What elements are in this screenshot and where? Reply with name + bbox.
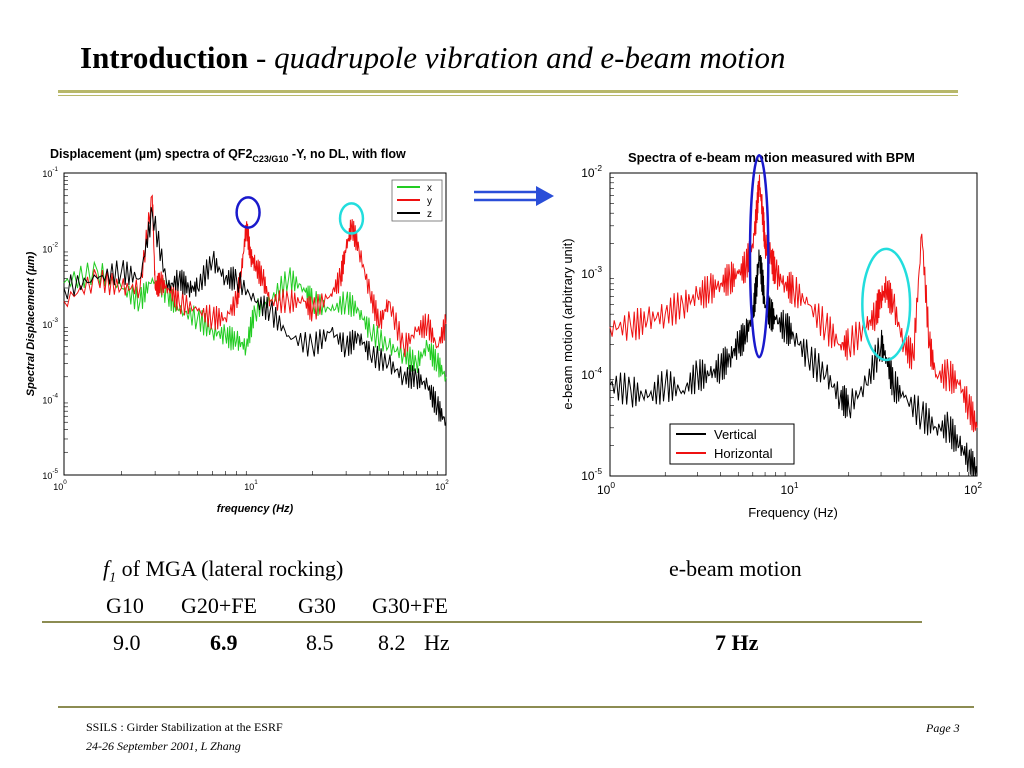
y-tick-label: 10-1 (42, 166, 58, 179)
x-axis-label: frequency (Hz) (217, 503, 294, 515)
series-line-vertical (609, 249, 978, 477)
chart-title: Spectra of e-beam motion measured with B… (628, 150, 915, 165)
annotations (235, 196, 365, 235)
title-rule-top (58, 90, 958, 93)
title-bold: Introduction (80, 40, 249, 75)
y-tick-label: 10-3 (42, 317, 58, 330)
legend-z-label: z (427, 209, 432, 220)
title-separator: - (248, 40, 275, 75)
peak-highlight-ellipse (861, 247, 912, 362)
freq-g10: 9.0 (113, 630, 141, 655)
series-line-horizontal (609, 174, 978, 433)
x-tick-label: 101 (780, 480, 798, 497)
legend-x-label: x (427, 183, 432, 194)
displacement-spectra-chart: Displacement (µm) spectra of QF2C23/G10 … (25, 147, 449, 515)
series-group (609, 174, 978, 477)
y-tick-labels: 10-5 10-4 10-3 10-2 (581, 163, 602, 483)
girder-g20fe: G20+FE (181, 593, 257, 618)
peak-highlight-ellipse (748, 153, 770, 359)
y-tick-label: 10-4 (42, 393, 58, 406)
girder-g30: G30 (298, 593, 336, 618)
footer-date-author: 24-26 September 2001, L Zhang (86, 739, 241, 753)
slide-title: Introduction - quadrupole vibration and … (80, 40, 786, 76)
legend-box (669, 423, 795, 465)
y-tick-label: 10-5 (42, 468, 58, 481)
legend-horizontal-label: Horizontal (714, 446, 773, 461)
series-group (63, 194, 447, 426)
double-arrow-right-icon (474, 186, 554, 206)
y-tick-label: 10-2 (581, 163, 602, 180)
series-line-y (63, 194, 447, 358)
ebeam-frequency: 7 Hz (715, 630, 759, 655)
table-rule (42, 621, 922, 623)
x-tick-label: 102 (435, 479, 449, 492)
footer-rule (58, 706, 974, 708)
legend-vertical-label: Vertical (714, 427, 757, 442)
legend: x y z (391, 179, 443, 222)
y-tick-label: 10-3 (581, 264, 602, 281)
chart-title-prefix: Displacement (µm) spectra of QF2 (50, 147, 252, 161)
x-tick-labels: 100 101 102 (53, 479, 449, 492)
girder-g10: G10 (106, 593, 144, 618)
f1-heading: f1 of MGA (lateral rocking) (103, 556, 343, 586)
freq-g30: 8.5 (306, 630, 334, 655)
y-tick-labels: 10-5 10-4 10-3 10-2 10-1 (42, 166, 58, 481)
freq-unit: Hz (424, 630, 450, 655)
grid-lines (610, 177, 969, 476)
annotations (748, 153, 912, 362)
title-rule-bottom (58, 95, 958, 96)
series-line-z (63, 206, 447, 426)
svg-text:Displacement (µm) spectra of: Displacement (µm) spectra of QF2C23/G10 … (50, 147, 406, 164)
chart-title-suffix: -Y, no DL, with flow (288, 147, 406, 161)
chart-title-subscript: C23/G10 (252, 154, 288, 164)
ebeam-motion-spectra-chart: Spectra of e-beam motion measured with B… (560, 150, 982, 520)
y-axis-label: e-beam motion (arbitrary unit) (560, 238, 575, 409)
freq-g20fe: 6.9 (210, 630, 238, 655)
x-tick-label: 101 (244, 479, 258, 492)
y-tick-label: 10-2 (42, 242, 58, 255)
peak-highlight-ellipse (235, 196, 261, 229)
x-tick-labels: 100 101 102 (597, 480, 982, 497)
grid-lines (64, 176, 438, 475)
legend-y-label: y (427, 196, 432, 207)
girder-g30fe: G30+FE (372, 593, 448, 618)
title-italic: quadrupole vibration and e-beam motion (274, 40, 786, 75)
chart-title: Displacement (µm) spectra of QF2C23/G10 … (50, 147, 406, 164)
freq-g30fe: 8.2 (378, 630, 406, 655)
y-tick-label: 10-5 (581, 466, 602, 483)
legend: Vertical Horizontal (669, 423, 795, 465)
f1-heading-text: of MGA (lateral rocking) (116, 556, 344, 581)
plot-frame (609, 172, 978, 477)
x-tick-label: 100 (53, 479, 67, 492)
f1-symbol: f (103, 556, 110, 581)
peak-highlight-ellipse (338, 202, 365, 235)
page-number: Page 3 (926, 721, 960, 735)
plot-frame (63, 172, 447, 476)
y-axis-label: Spectral Displacement (µm) (25, 251, 37, 396)
f1-subscript: 1 (109, 570, 117, 586)
x-axis-label: Frequency (Hz) (748, 505, 838, 520)
y-tick-label: 10-4 (581, 365, 602, 382)
x-tick-label: 102 (964, 480, 982, 497)
x-tick-label: 100 (597, 480, 615, 497)
ebeam-heading: e-beam motion (669, 556, 802, 581)
footer-conference: SSILS : Girder Stabilization at the ESRF (86, 720, 283, 734)
